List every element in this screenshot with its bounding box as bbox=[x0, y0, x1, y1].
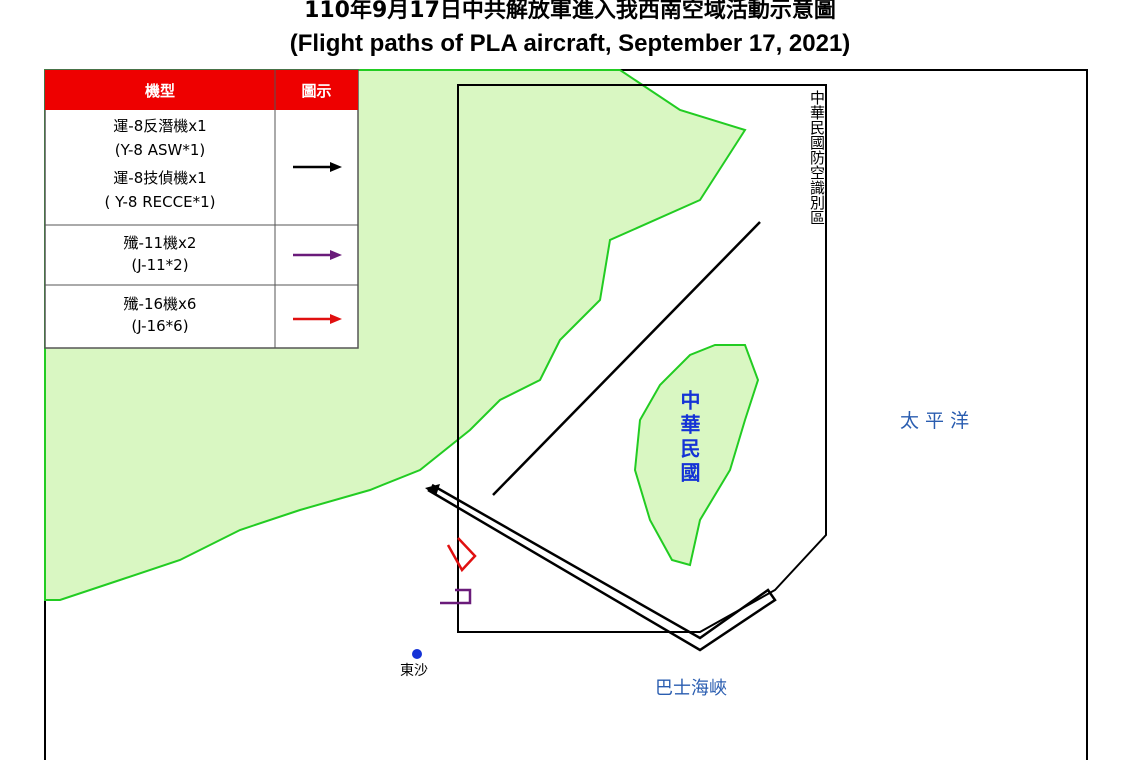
median-line bbox=[492, 221, 761, 496]
legend-header bbox=[45, 70, 358, 110]
legend-box bbox=[44, 69, 359, 349]
pratas-dot bbox=[412, 649, 422, 659]
y8-path bbox=[427, 483, 777, 652]
arrow-head bbox=[425, 484, 440, 496]
pratas-label: 東沙 bbox=[400, 663, 428, 679]
legend-text: 運-8反潛機x1 bbox=[113, 117, 207, 135]
legend-arrow-head bbox=[330, 314, 342, 324]
legend-text: ( Y-8 RECCE*1) bbox=[104, 193, 216, 211]
title-en: (Flight paths of PLA aircraft, September… bbox=[289, 30, 851, 57]
title-zh: 110年9月17日中共解放軍進入我西南空域活動示意圖 bbox=[304, 0, 836, 23]
bashi-label: 巴士海峽 bbox=[655, 678, 727, 699]
taiwan-label: 中華民國 bbox=[677, 390, 701, 486]
legend-header-text: 機型 bbox=[144, 82, 175, 100]
j11-path bbox=[440, 588, 472, 605]
j16-path bbox=[446, 537, 477, 573]
legend-arrow-head bbox=[330, 250, 342, 260]
legend-text: (J-11*2) bbox=[131, 256, 189, 274]
legend-text: 殲-16機x6 bbox=[123, 295, 197, 313]
pacific-label: 太 平 洋 bbox=[900, 410, 970, 432]
legend-text: 殲-11機x2 bbox=[123, 234, 197, 252]
legend-arrow-head bbox=[330, 162, 342, 172]
legend-text: 運-8技偵機x1 bbox=[113, 169, 207, 187]
taiwan bbox=[633, 344, 760, 567]
legend-header-text: 圖示 bbox=[301, 82, 332, 100]
legend-text: (J-16*6) bbox=[131, 317, 189, 335]
legend-text: (Y-8 ASW*1) bbox=[114, 141, 206, 159]
adiz-boundary bbox=[457, 84, 827, 633]
adiz-label: 中華民國防空識別區 bbox=[808, 90, 826, 225]
